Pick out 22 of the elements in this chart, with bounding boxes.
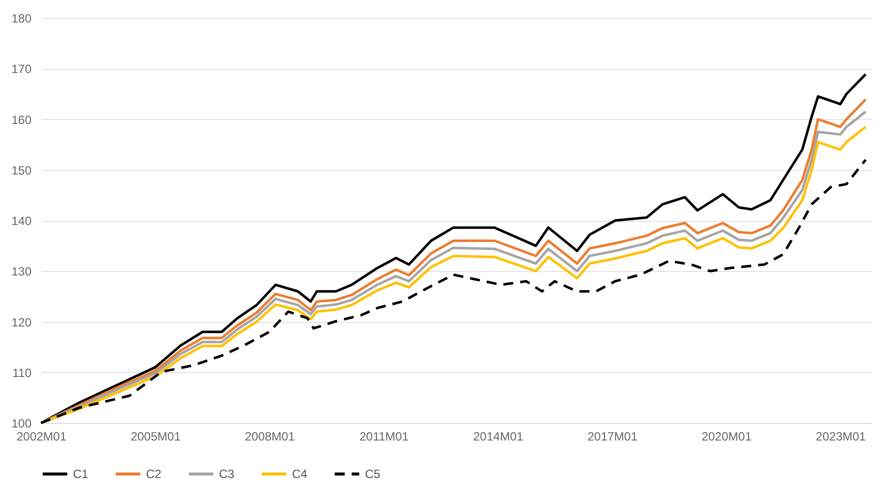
y-tick-label: 170 <box>11 62 32 76</box>
y-tick-label: 150 <box>11 163 32 178</box>
legend-label: C3 <box>219 467 235 481</box>
x-tick-label: 2002M01 <box>16 430 67 444</box>
legend-label: C1 <box>73 467 89 481</box>
y-tick-label: 110 <box>12 366 32 380</box>
x-tick-label: 2008M01 <box>244 430 296 444</box>
x-tick-label: 2020M01 <box>702 430 752 444</box>
y-tick-label: 140 <box>11 214 32 228</box>
legend-label: C5 <box>365 467 381 481</box>
x-tick-label: 2023M01 <box>816 430 866 444</box>
legend-label: C4 <box>292 467 308 481</box>
x-tick-label: 2011M01 <box>359 430 409 444</box>
y-tick-label: 160 <box>11 112 32 127</box>
x-tick-label: 2017M01 <box>587 430 638 444</box>
y-tick-label: 130 <box>11 264 32 279</box>
y-tick-label: 100 <box>11 416 32 430</box>
x-tick-label: 2014M01 <box>473 430 524 444</box>
x-tick-label: 2005M01 <box>130 430 182 444</box>
y-tick-label: 180 <box>11 12 32 26</box>
legend-label: C2 <box>146 467 162 481</box>
y-tick-label: 120 <box>11 315 32 330</box>
